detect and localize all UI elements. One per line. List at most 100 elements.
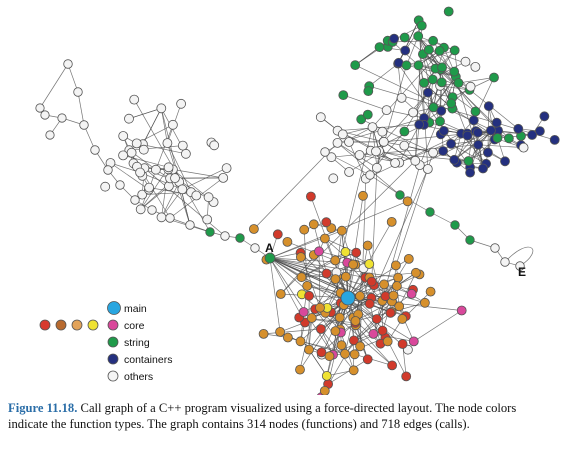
graph-node bbox=[397, 314, 408, 324]
graph-node bbox=[390, 158, 401, 168]
graph-edge bbox=[67, 63, 79, 93]
graph-node bbox=[443, 6, 454, 17]
graph-node bbox=[135, 204, 146, 215]
graph-edge bbox=[337, 124, 420, 132]
graph-node bbox=[324, 351, 335, 362]
graph-edge bbox=[343, 94, 387, 111]
graph-node bbox=[314, 246, 324, 257]
graph-node bbox=[490, 243, 500, 253]
legend-containers-swatch bbox=[107, 353, 119, 365]
graph-node bbox=[387, 360, 398, 371]
graph-node bbox=[138, 144, 149, 155]
graph-node bbox=[399, 140, 410, 151]
graph-node bbox=[103, 165, 113, 175]
graph-node bbox=[319, 233, 330, 244]
graph-node bbox=[170, 173, 180, 184]
graph-node bbox=[348, 259, 359, 270]
graph-node bbox=[489, 72, 499, 83]
graph-node bbox=[437, 62, 448, 73]
graph-node bbox=[463, 156, 474, 166]
graph-node bbox=[330, 326, 341, 337]
graph-edge bbox=[269, 257, 399, 278]
graph-node bbox=[364, 259, 375, 269]
graph-nodes bbox=[35, 6, 560, 395]
graph-node bbox=[408, 107, 419, 118]
graph-node bbox=[351, 247, 362, 258]
graph-node bbox=[126, 147, 137, 158]
graph-node bbox=[191, 190, 202, 201]
graph-edge bbox=[485, 130, 492, 164]
graph-node bbox=[302, 280, 313, 291]
node-label-a: A bbox=[265, 241, 274, 255]
graph-node bbox=[535, 126, 545, 137]
graph-node bbox=[389, 33, 400, 44]
graph-edge bbox=[140, 167, 169, 210]
graph-node bbox=[410, 155, 421, 166]
graph-node bbox=[362, 109, 373, 120]
graph-edge bbox=[269, 230, 343, 259]
graph-edge bbox=[308, 317, 313, 350]
graph-edge bbox=[451, 139, 495, 145]
graph-node bbox=[340, 271, 351, 282]
graph-node bbox=[35, 103, 45, 113]
graph-edge bbox=[369, 303, 381, 344]
graph-edge bbox=[161, 181, 180, 218]
graph-node bbox=[462, 130, 473, 141]
graph-edge bbox=[368, 63, 399, 87]
graph-node bbox=[57, 113, 67, 123]
graph-node bbox=[423, 87, 433, 98]
graph-edge bbox=[161, 189, 183, 218]
graph-edge bbox=[77, 91, 85, 126]
graph-node bbox=[321, 370, 332, 381]
graph-node bbox=[416, 20, 427, 31]
graph-node bbox=[513, 123, 524, 134]
graph-node bbox=[177, 184, 188, 195]
graph-node bbox=[218, 172, 229, 183]
graph-node bbox=[348, 365, 359, 376]
graph-node bbox=[202, 214, 213, 225]
graph-node bbox=[330, 255, 341, 266]
graph-edge bbox=[376, 293, 412, 320]
graph-edge bbox=[354, 46, 380, 66]
graph-node bbox=[315, 324, 326, 334]
legend-string-label: string bbox=[124, 337, 150, 349]
graph-node bbox=[414, 119, 425, 130]
graph-edge bbox=[355, 325, 393, 366]
graph-node bbox=[220, 231, 230, 241]
core-swatch-tan bbox=[71, 319, 83, 331]
graph-edge bbox=[456, 152, 489, 164]
graph-node bbox=[205, 227, 215, 237]
graph-node bbox=[336, 340, 347, 351]
graph-node bbox=[344, 137, 354, 147]
graph-node bbox=[460, 56, 471, 67]
graph-node bbox=[473, 139, 484, 150]
graph-node bbox=[393, 272, 404, 283]
legend-others-label: others bbox=[124, 371, 153, 383]
graph-node bbox=[330, 274, 341, 285]
graph-node bbox=[425, 207, 435, 217]
graph-node bbox=[316, 347, 327, 358]
graph-node bbox=[338, 90, 349, 100]
graph-node bbox=[410, 267, 421, 278]
graph-edge bbox=[303, 292, 341, 313]
graph-node bbox=[427, 74, 438, 85]
graph-node bbox=[428, 147, 439, 158]
graph-node bbox=[73, 87, 83, 97]
graph-node bbox=[340, 348, 350, 359]
graph-node bbox=[299, 224, 310, 235]
graph-node bbox=[180, 148, 191, 159]
graph-node bbox=[434, 45, 445, 56]
graph-edge bbox=[308, 349, 328, 377]
graph-node bbox=[515, 261, 525, 271]
graph-node bbox=[137, 189, 148, 200]
graph-node bbox=[436, 77, 447, 88]
graph-node bbox=[436, 105, 447, 116]
graph-node bbox=[203, 192, 214, 203]
graph-node bbox=[365, 170, 375, 180]
graph-node bbox=[344, 167, 355, 177]
graph-edge bbox=[269, 257, 281, 332]
graph-node bbox=[390, 260, 401, 271]
graph-node bbox=[185, 220, 195, 230]
graph-node bbox=[399, 126, 410, 137]
graph-node bbox=[425, 286, 436, 297]
